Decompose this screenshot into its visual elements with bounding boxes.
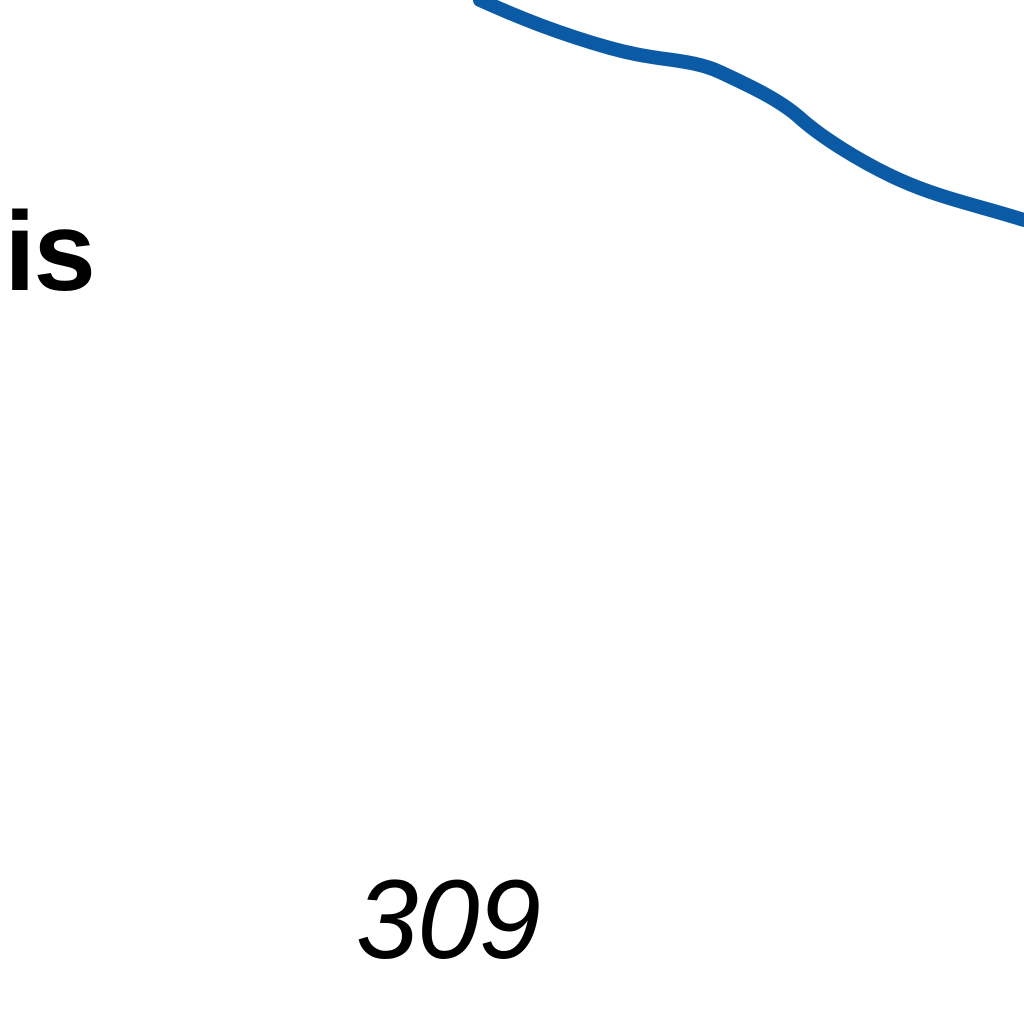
route-number-label: 309 (356, 857, 541, 982)
place-label: uis (0, 189, 96, 314)
river-line (473, 0, 1024, 227)
